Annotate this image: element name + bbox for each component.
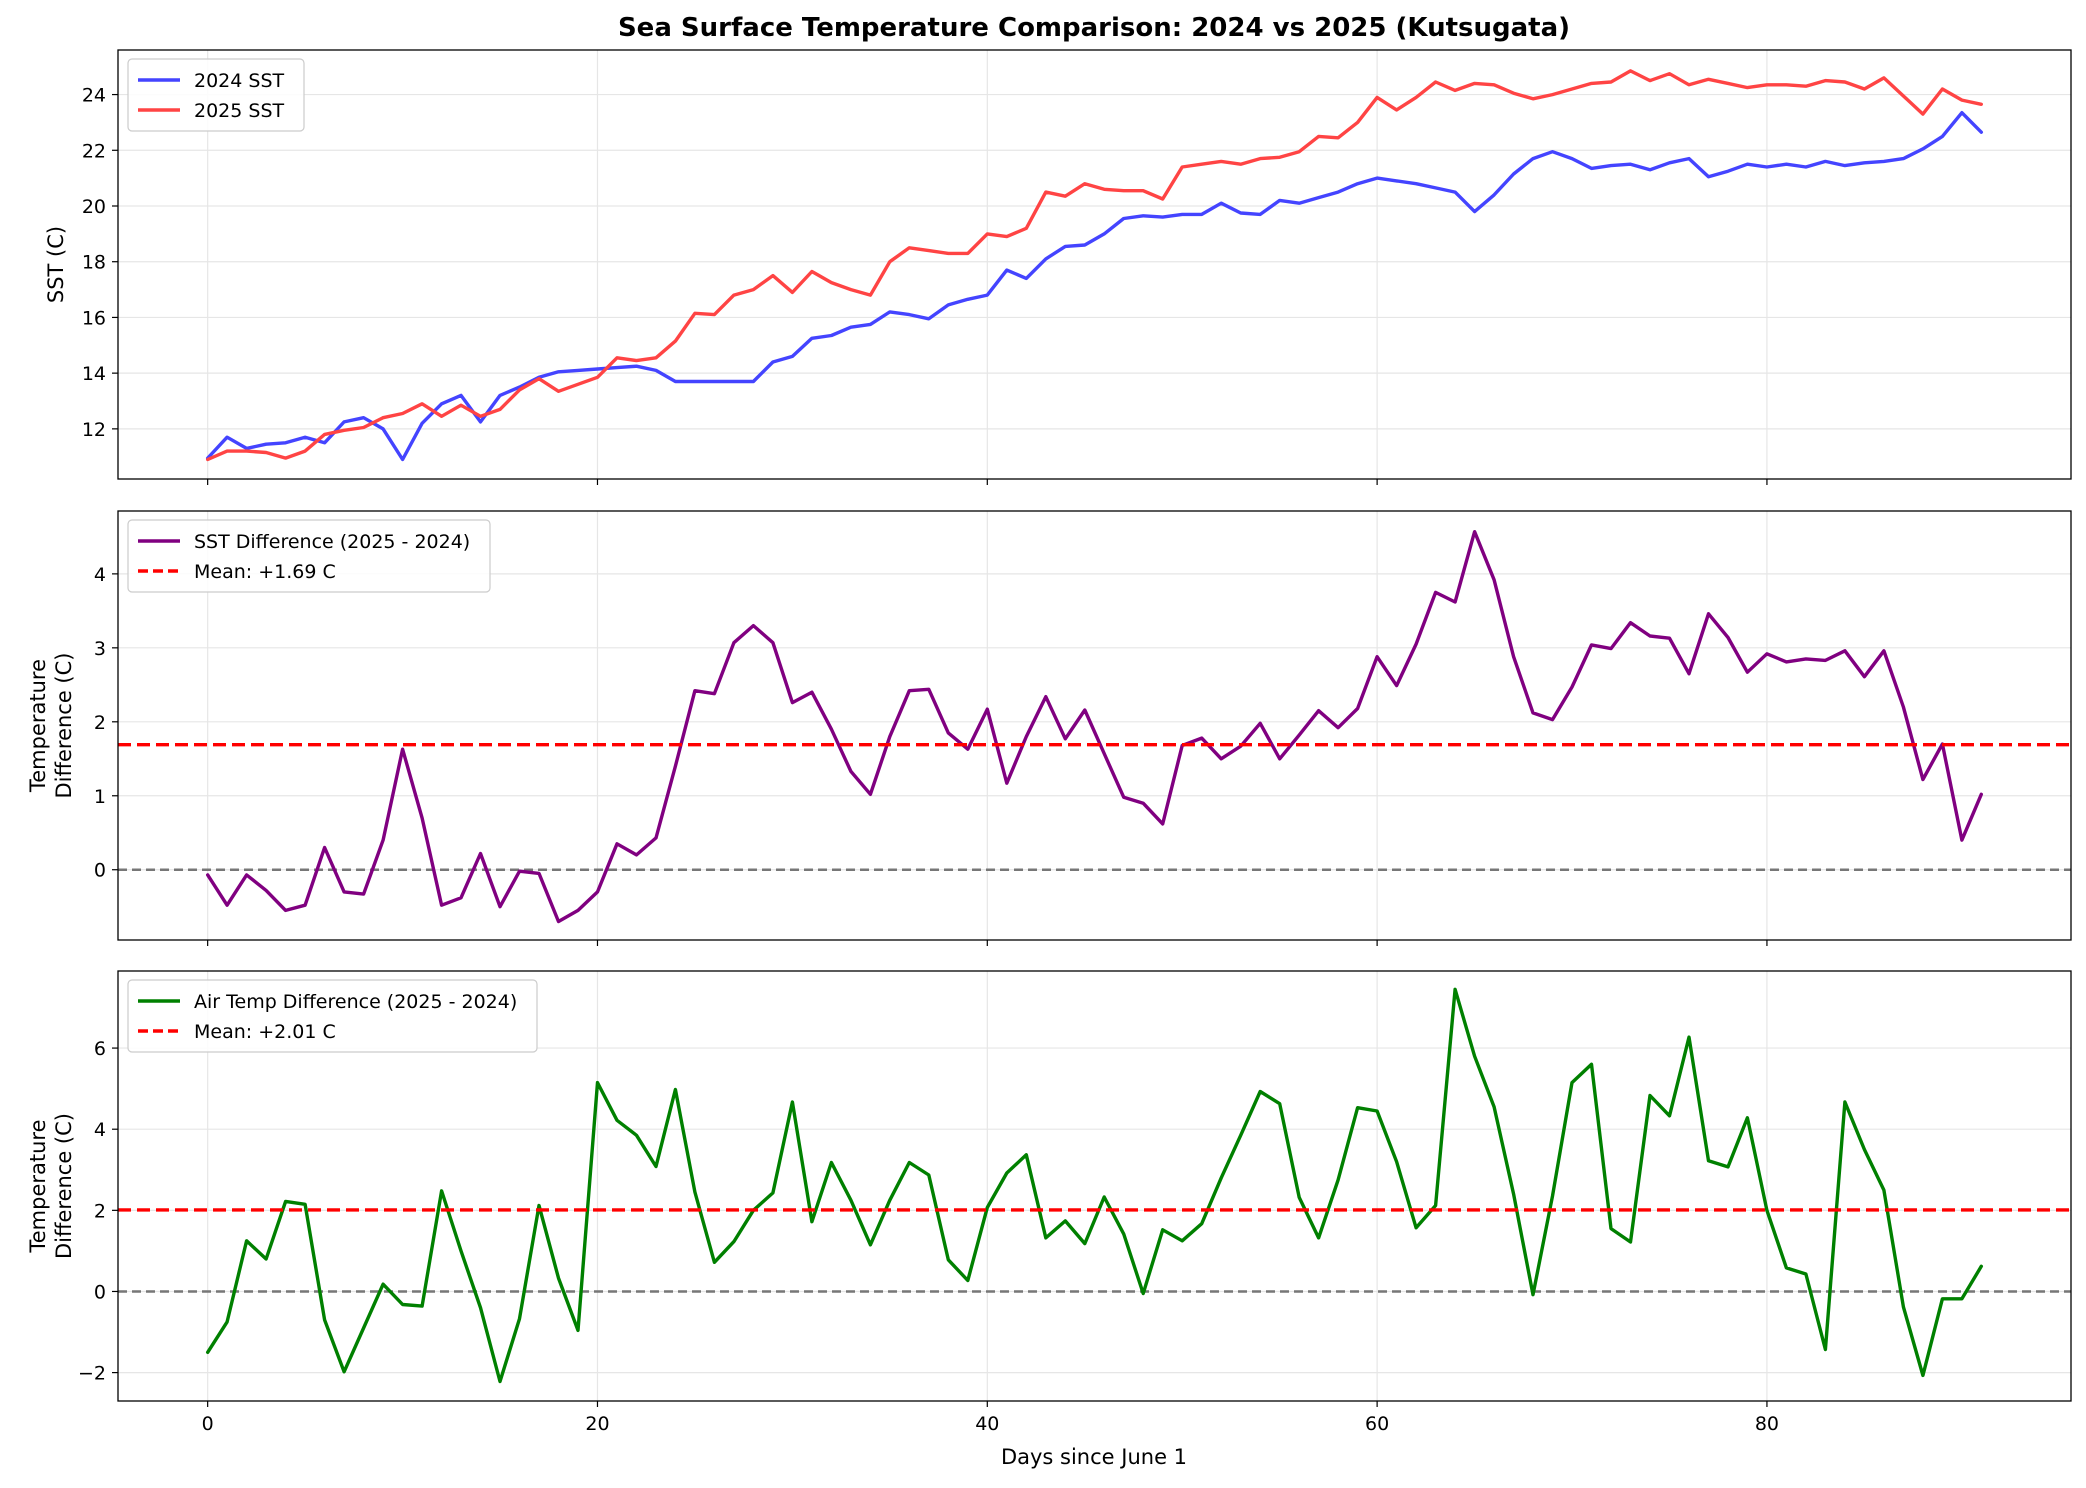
legend-box bbox=[127, 58, 305, 132]
legend-label-mean-1-69-c: Mean: +1.69 C bbox=[194, 561, 336, 583]
legend-box bbox=[127, 519, 491, 593]
y-tick-label: 4 bbox=[94, 1119, 106, 1141]
y-tick-label: −2 bbox=[78, 1363, 106, 1385]
plot-area bbox=[205, 69, 1984, 462]
y-tick-label: 3 bbox=[94, 638, 106, 660]
series-line-2024-sst bbox=[205, 110, 1984, 462]
x-tick-label: 80 bbox=[1755, 1413, 1779, 1435]
legend-label-2025-sst: 2025 SST bbox=[194, 100, 285, 122]
x-tick-label: 40 bbox=[975, 1413, 999, 1435]
x-tick-label: 20 bbox=[585, 1413, 609, 1435]
legend-label-2024-sst: 2024 SST bbox=[194, 70, 285, 92]
y-tick-label: 6 bbox=[94, 1038, 106, 1060]
y-axis-label: Temperature bbox=[26, 659, 50, 793]
y-tick-label: 24 bbox=[82, 85, 106, 107]
y-axis-label: SST (C) bbox=[44, 226, 68, 303]
legend: SST Difference (2025 - 2024) Mean: +1.69 … bbox=[127, 519, 491, 593]
legend: 2024 SST 2025 SST bbox=[127, 58, 305, 132]
axes-frame bbox=[117, 970, 2072, 1402]
panel-1: 12 14 16 18 20 22 24 SST (C) 2024 SST 2025 SST bbox=[44, 49, 2072, 485]
y-tick-label: 12 bbox=[82, 419, 106, 441]
legend-label-sst-difference-2025-2024: SST Difference (2025 - 2024) bbox=[194, 531, 470, 553]
x-axis-label: Days since June 1 bbox=[1001, 1445, 1187, 1469]
y-tick-label: 2 bbox=[94, 1200, 106, 1222]
y-tick-label: 2 bbox=[94, 712, 106, 734]
series-line-2025-sst bbox=[205, 69, 1984, 462]
axes-frame bbox=[117, 49, 2072, 480]
y-axis-label: Difference (C) bbox=[52, 1113, 76, 1259]
y-tick-label: 0 bbox=[94, 1281, 106, 1303]
series-line-sst-difference-2025-2024 bbox=[205, 530, 1984, 924]
legend-box bbox=[127, 979, 538, 1053]
series-line-air-temp-difference-2025-2024 bbox=[205, 987, 1984, 1384]
y-tick-label: 20 bbox=[82, 196, 106, 218]
axes-frame bbox=[117, 510, 2072, 941]
legend-label-mean-2-01-c: Mean: +2.01 C bbox=[194, 1021, 336, 1043]
legend: Air Temp Difference (2025 - 2024) Mean: +… bbox=[127, 979, 538, 1053]
y-tick-label: 16 bbox=[82, 307, 106, 329]
y-tick-label: 1 bbox=[94, 786, 106, 808]
plot-area bbox=[118, 987, 2071, 1384]
y-tick-label: 4 bbox=[94, 564, 106, 586]
y-tick-label: 14 bbox=[82, 363, 106, 385]
y-axis-label: Temperature bbox=[26, 1119, 50, 1253]
legend-label-air-temp-difference-2025-2024: Air Temp Difference (2025 - 2024) bbox=[194, 991, 517, 1013]
y-axis-label: Difference (C) bbox=[52, 653, 76, 799]
panel-2: 0 1 2 3 4 Temperature Difference (C) SST Differ… bbox=[26, 510, 2072, 946]
panel-3: 0 20 40 60 80 −2 0 2 4 6 Temperature Difference (C)… bbox=[26, 970, 2072, 1435]
y-tick-label: 18 bbox=[82, 252, 106, 274]
plot-area bbox=[118, 530, 2071, 924]
x-tick-label: 60 bbox=[1365, 1413, 1389, 1435]
y-tick-label: 0 bbox=[94, 860, 106, 882]
x-tick-label: 0 bbox=[202, 1413, 214, 1435]
chart-title: Sea Surface Temperature Comparison: 2024… bbox=[618, 13, 1570, 43]
y-tick-label: 22 bbox=[82, 140, 106, 162]
